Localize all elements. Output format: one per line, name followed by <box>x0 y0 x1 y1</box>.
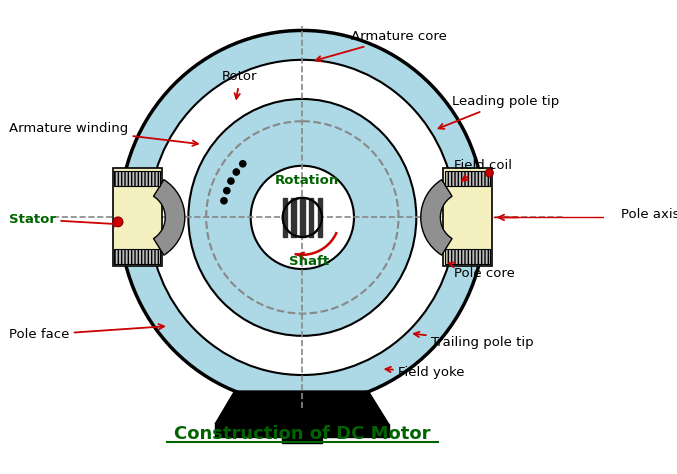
Ellipse shape <box>149 60 456 375</box>
Polygon shape <box>318 198 322 237</box>
Text: Shaft: Shaft <box>289 255 330 268</box>
Text: Stator: Stator <box>9 213 119 227</box>
Text: Rotation: Rotation <box>275 173 339 186</box>
Ellipse shape <box>485 169 494 177</box>
Ellipse shape <box>221 198 227 204</box>
Polygon shape <box>292 198 296 237</box>
Text: Rotor: Rotor <box>222 70 258 99</box>
Ellipse shape <box>113 217 123 227</box>
Text: Construction of DC Motor: Construction of DC Motor <box>174 425 431 443</box>
Polygon shape <box>300 198 305 237</box>
Bar <box>445 248 490 264</box>
Bar <box>114 248 160 264</box>
Text: Armature core: Armature core <box>316 30 447 62</box>
Ellipse shape <box>228 178 234 184</box>
Text: Trailing pole tip: Trailing pole tip <box>414 332 534 348</box>
Ellipse shape <box>223 188 230 194</box>
Bar <box>112 168 162 266</box>
Ellipse shape <box>283 198 322 237</box>
Bar <box>114 171 160 186</box>
Bar <box>445 171 490 186</box>
Wedge shape <box>154 180 185 255</box>
Ellipse shape <box>233 169 240 175</box>
Text: Armature winding: Armature winding <box>9 122 198 146</box>
Polygon shape <box>282 438 322 443</box>
Wedge shape <box>421 180 452 255</box>
Polygon shape <box>215 424 389 438</box>
Text: Leading pole tip: Leading pole tip <box>439 95 559 129</box>
Polygon shape <box>283 198 287 237</box>
Text: Pole face: Pole face <box>9 324 164 341</box>
Text: Field yoke: Field yoke <box>385 366 465 379</box>
Bar <box>443 168 492 266</box>
Text: Pole axis: Pole axis <box>621 208 677 221</box>
Polygon shape <box>309 198 313 237</box>
Ellipse shape <box>120 30 485 404</box>
Text: Field coil: Field coil <box>454 159 512 181</box>
Ellipse shape <box>240 161 246 167</box>
Text: Pole core: Pole core <box>449 262 515 280</box>
Ellipse shape <box>250 166 354 269</box>
Ellipse shape <box>188 99 416 336</box>
Polygon shape <box>215 391 389 424</box>
